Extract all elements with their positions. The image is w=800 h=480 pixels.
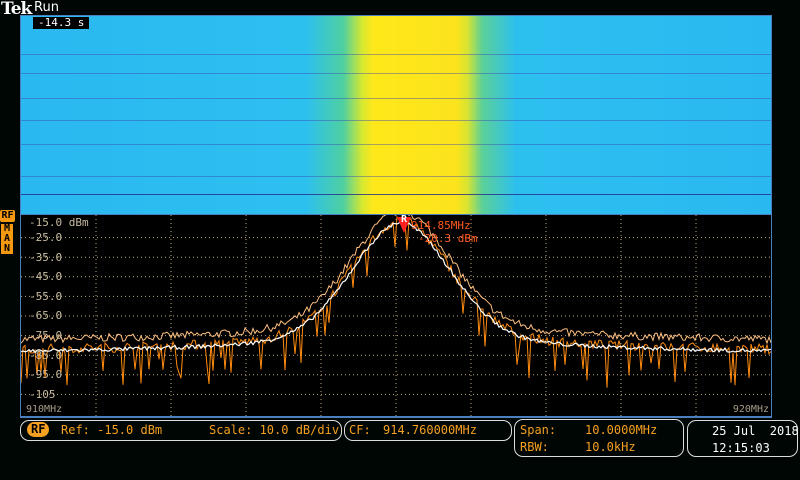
mode-letter: N xyxy=(3,243,11,254)
cf-label: CF: xyxy=(349,423,371,437)
spectrum-graticule xyxy=(21,215,771,416)
reference-marker-icon[interactable] xyxy=(397,217,411,233)
max-hold-trace xyxy=(21,215,771,345)
date: 25 Jul 2018 xyxy=(712,424,799,438)
y-tick-label: -25.0 xyxy=(29,231,63,244)
tek-logo: Tek xyxy=(1,0,32,19)
y-tick-label: -105 xyxy=(29,387,56,401)
y-tick-label: -55.0 xyxy=(29,289,63,303)
mode-letter: M xyxy=(3,223,11,234)
stop-freq-label: 920MHz xyxy=(732,404,769,415)
span-value: 10.0000MHz xyxy=(585,423,658,437)
acquisition-state: Run xyxy=(34,0,59,15)
normal-trace xyxy=(21,216,771,388)
rf-badge: RF xyxy=(27,422,50,437)
rbw-label: RBW: xyxy=(520,440,549,454)
rbw-value: 10.0kHz xyxy=(585,440,636,454)
scale: Scale: 10.0 dB/div xyxy=(209,423,340,437)
average-trace xyxy=(21,220,771,354)
cf-value: 914.760000MHz xyxy=(383,423,477,437)
ref-level-label: -15.0 dBm xyxy=(29,216,89,229)
span-label: Span: xyxy=(520,423,557,437)
y-tick-label: -95.0 xyxy=(29,368,63,382)
spectrogram: -14.3 s xyxy=(20,15,772,215)
span-rbw-readout[interactable]: Span: 10.0000MHz RBW: 10.0kHz xyxy=(514,419,684,457)
start-freq-label: 910MHz xyxy=(26,404,63,415)
y-tick-label: -75.0 xyxy=(29,329,63,342)
y-tick-label: -85.0 xyxy=(29,348,63,362)
y-tick-label: -35.0 xyxy=(29,250,63,264)
reference-scale-readout[interactable]: RF Ref: -15.0 dBm Scale: 10.0 dB/div xyxy=(20,420,342,441)
spectrogram-time: -14.3 s xyxy=(33,17,90,29)
spectrum-plot: -15.0 dBm -25.0 -35.0 -45.0 -55.0 -65.0 -75.0… xyxy=(20,215,772,418)
date-time-readout[interactable]: 25 Jul 2018 12:15:03 xyxy=(687,420,799,457)
time: 12:15:03 xyxy=(712,441,770,455)
center-frequency-readout[interactable]: CF: 914.760000MHz xyxy=(344,420,512,441)
ref-level: Ref: -15.0 dBm xyxy=(61,423,163,437)
marker-level: -20.3 dBm xyxy=(418,232,478,245)
y-tick-label: -65.0 xyxy=(29,309,63,323)
rf-channel-badge[interactable]: RF xyxy=(0,210,15,222)
marker-frequency: 914.85MHz xyxy=(411,219,471,232)
y-tick-label: -45.0 xyxy=(29,270,63,284)
marker-badge: R xyxy=(400,214,408,225)
mode-letter: A xyxy=(3,233,11,244)
